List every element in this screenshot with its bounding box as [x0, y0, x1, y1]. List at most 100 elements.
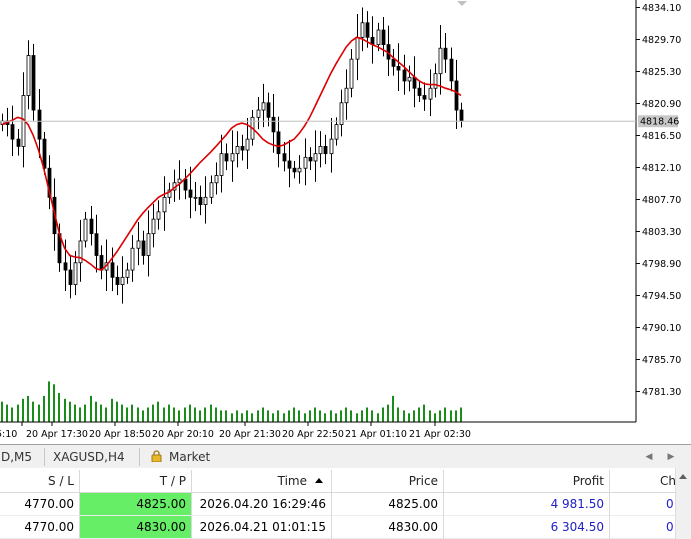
volume-bar	[319, 410, 321, 422]
volume-bar	[241, 413, 243, 422]
volume-bar	[267, 410, 269, 422]
volume-bar	[330, 410, 332, 422]
col-header-time[interactable]: Time	[192, 470, 332, 493]
candle-body	[443, 47, 448, 60]
volume-bar	[387, 404, 389, 422]
moving-average-line	[1, 36, 462, 271]
tab-chart-m5[interactable]: D,M5	[1, 450, 33, 464]
candle-body	[141, 240, 146, 256]
col-header-sl[interactable]: S / L	[0, 470, 80, 493]
candle-body	[230, 153, 235, 162]
volume-bar	[288, 410, 290, 422]
volume-bar	[199, 410, 201, 422]
candle-body	[146, 233, 151, 256]
volume-bar	[324, 413, 326, 422]
volume-bar	[361, 410, 363, 422]
volume-bar	[163, 407, 165, 422]
volume-bar	[220, 410, 222, 422]
volume-bar	[231, 413, 233, 422]
volume-bar	[460, 407, 462, 422]
volume-bar	[100, 404, 102, 422]
candle-body	[323, 146, 328, 155]
table-scrollbar[interactable]	[675, 468, 691, 539]
volume-bar	[178, 410, 180, 422]
col-header-profit[interactable]: Profit	[444, 470, 610, 493]
volume-bar	[6, 404, 8, 422]
candle-body	[376, 29, 381, 45]
candle-body	[318, 146, 323, 155]
candle-body	[303, 156, 308, 169]
cell-sl: 4770.00	[0, 516, 80, 539]
candle-body	[365, 22, 370, 38]
volume-bar	[272, 413, 274, 422]
col-header-price[interactable]: Price	[332, 470, 444, 493]
candle-body	[73, 262, 78, 285]
time-axis-label: 20 Apr 17:30	[26, 429, 88, 440]
candle-body	[68, 269, 73, 285]
volume-bar	[116, 401, 118, 422]
candle-body	[26, 55, 31, 96]
volume-bar	[293, 407, 295, 422]
price-chart[interactable]: 4834.10 4829.70 4825.30 4820.90 4816.50 4812.…	[0, 0, 691, 444]
col-header-tp[interactable]: T / P	[80, 470, 192, 493]
volume-bar	[131, 404, 133, 422]
volume-bar	[142, 410, 144, 422]
col-header-time-label: Time	[277, 474, 307, 488]
candle-body	[214, 175, 219, 184]
volume-bar	[137, 407, 139, 422]
candle-body	[334, 124, 339, 140]
price-axis-label: 4812.10	[642, 163, 681, 174]
cell-time: 2026.04.21 01:01:15	[192, 516, 332, 539]
tab-scroll-right-icon[interactable]: ▶	[667, 452, 675, 462]
scroll-up-icon[interactable]	[679, 474, 687, 479]
table-row[interactable]: 4770.00 4825.00 2026.04.20 16:29:46 4825…	[0, 493, 691, 516]
cell-time: 2026.04.20 16:29:46	[192, 493, 332, 516]
chart-canvas[interactable]: 4834.10 4829.70 4825.30 4820.90 4816.50 4812.…	[0, 0, 691, 444]
volume-bar	[455, 410, 457, 422]
volume-bar	[225, 410, 227, 422]
tab-chart-xagusd-h4[interactable]: XAGUSD,H4	[53, 450, 125, 464]
volume-bar	[377, 413, 379, 422]
candle-body	[240, 146, 245, 151]
volume-bar	[418, 407, 420, 422]
volume-bar	[262, 407, 264, 422]
candle-body	[292, 167, 297, 173]
candle-body	[156, 211, 161, 220]
candle-body	[344, 87, 349, 104]
tab-scroll-left-icon[interactable]: ◀	[645, 452, 653, 462]
volume-bar	[429, 410, 431, 422]
volume-bar	[48, 381, 50, 422]
candle-body	[396, 66, 401, 71]
candle-body	[402, 69, 407, 82]
candle-body	[282, 153, 287, 162]
cell-price: 4825.00	[332, 493, 444, 516]
tab-market[interactable]: Market	[169, 450, 211, 464]
volume-bar	[43, 395, 45, 422]
chart-shift-marker	[457, 1, 467, 6]
volume-bar	[147, 407, 149, 422]
volume-bar	[251, 413, 253, 422]
price-axis-label: 4829.70	[642, 35, 681, 46]
cell-price: 4830.00	[332, 516, 444, 539]
candle-body	[235, 146, 240, 155]
candle-body	[188, 189, 193, 198]
lock-icon	[151, 450, 162, 462]
volume-bar	[105, 407, 107, 422]
col-header-change[interactable]: Ch	[610, 470, 690, 493]
candle-body	[120, 276, 125, 285]
candle-body	[94, 233, 99, 256]
candle-body	[276, 131, 281, 155]
volume-bar	[79, 407, 81, 422]
candle-body	[412, 76, 417, 89]
volume-bar	[184, 407, 186, 422]
volume-bar	[111, 398, 113, 422]
candle-body	[203, 196, 208, 205]
candle-body	[16, 138, 21, 147]
candle-body	[454, 80, 459, 111]
cell-sl: 4770.00	[0, 493, 80, 516]
candle-body	[125, 269, 130, 278]
candle-body	[63, 262, 68, 271]
volume-bar	[408, 413, 410, 422]
table-row[interactable]: 4770.00 4830.00 2026.04.21 01:01:15 4830…	[0, 516, 691, 539]
volume-bar	[168, 404, 170, 422]
